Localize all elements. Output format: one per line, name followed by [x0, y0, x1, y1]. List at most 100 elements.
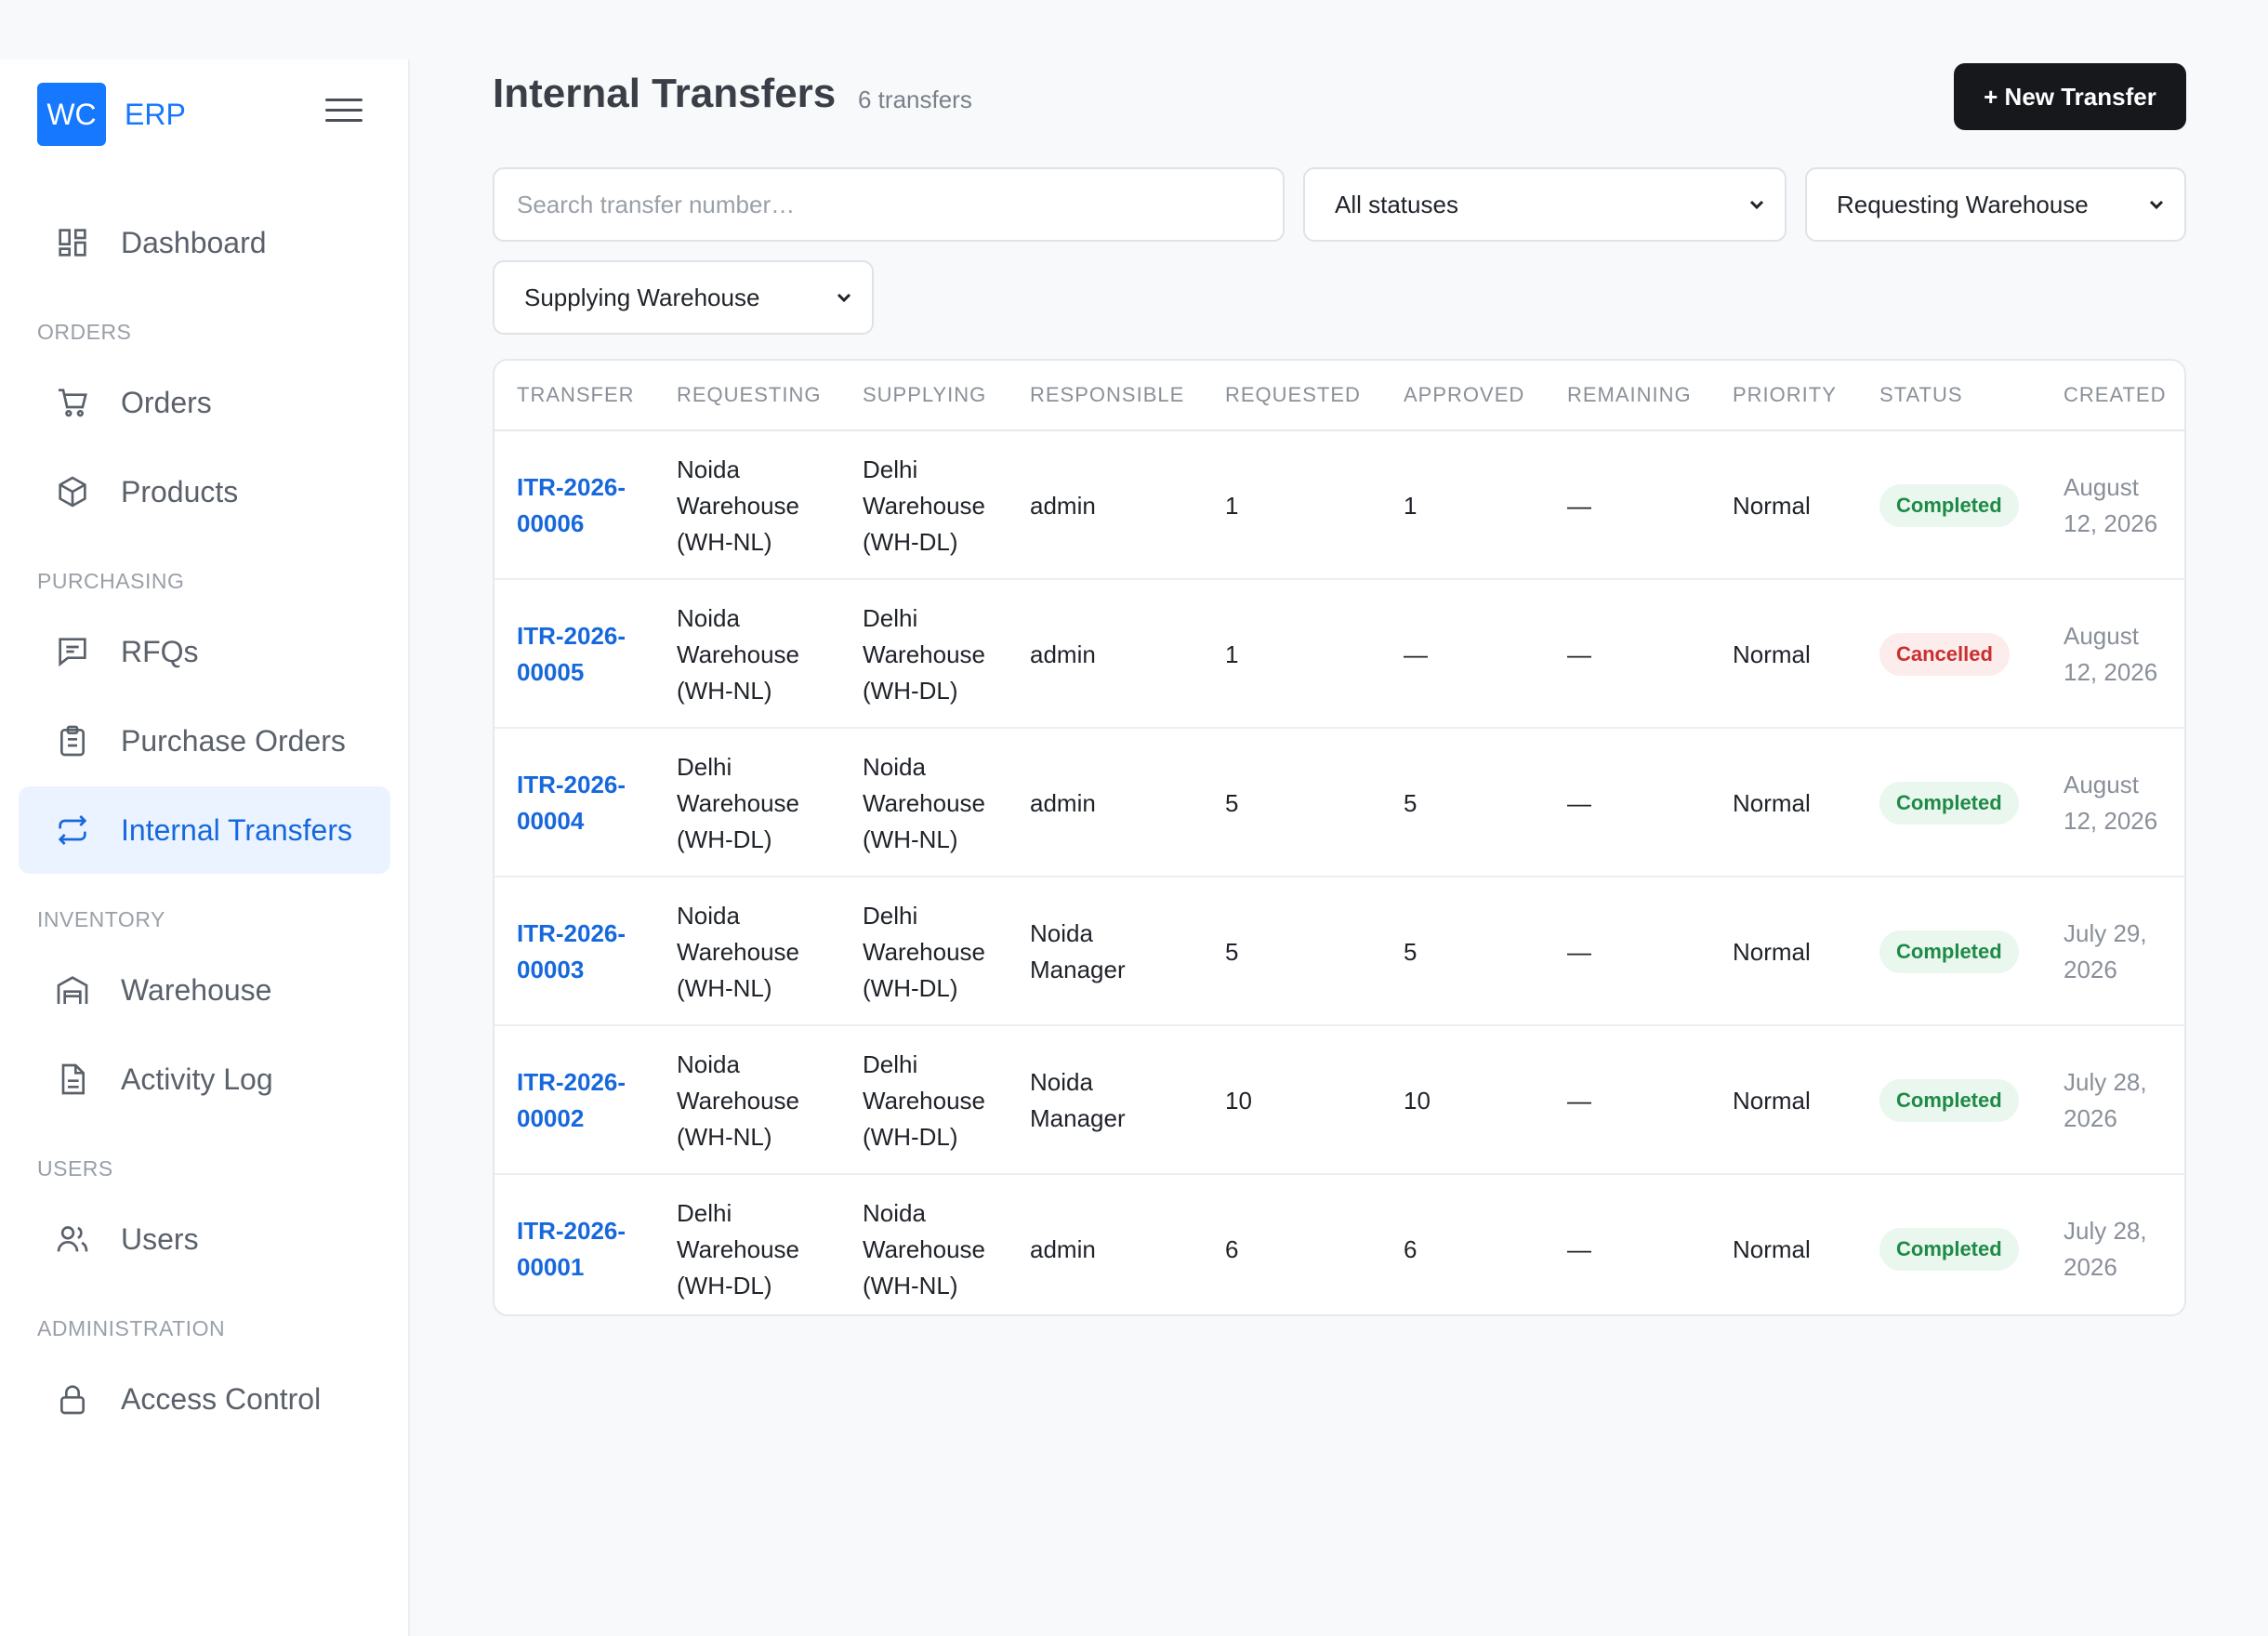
brand-logo: WC [37, 83, 106, 146]
sidebar-item-warehouse[interactable]: Warehouse [19, 946, 390, 1034]
transfer-number-link[interactable]: ITR-2026- 00003 [517, 916, 626, 988]
menu-toggle-icon[interactable] [325, 99, 363, 128]
sidebar-item-activity-log[interactable]: Activity Log [19, 1036, 390, 1123]
priority-line: Normal [1733, 937, 1811, 966]
table-row[interactable]: ITR-2026- 00003 Noida Warehouse (WH-NL) Delhi… [494, 877, 2184, 1026]
sidebar-item-orders[interactable]: Orders [19, 359, 390, 446]
column-header[interactable]: REMAINING [1567, 383, 1692, 406]
table-row[interactable]: ITR-2026- 00006 Noida Warehouse (WH-NL) Delhi… [494, 431, 2184, 580]
search-placeholder: Search transfer number… [517, 190, 796, 218]
users-icon [54, 1220, 91, 1258]
requesting-warehouse-line: Delhi [677, 752, 732, 781]
responsible-line: admin [1030, 491, 1096, 520]
transfer-number-link[interactable]: ITR-2026- 00006 [517, 469, 626, 542]
priority-line: Normal [1733, 640, 1811, 668]
sidebar-item-label: RFQs [121, 634, 199, 668]
sidebar-item-users[interactable]: Users [19, 1195, 390, 1283]
remaining-qty-line: — [1567, 640, 1591, 668]
sidebar-item-products[interactable]: Products [19, 448, 390, 535]
created-date-line: 2026 [2064, 1253, 2117, 1281]
table-row[interactable]: ITR-2026- 00004 Delhi Warehouse (WH-DL) Noida… [494, 729, 2184, 877]
approved-qty-line: 5 [1404, 788, 1418, 817]
document-icon [54, 1061, 91, 1098]
requested-qty-line: 1 [1225, 640, 1239, 668]
responsible-line: Manager [1030, 1104, 1126, 1132]
transfer-number-link[interactable]: ITR-2026- 00005 [517, 618, 626, 691]
column-header[interactable]: REQUESTING [677, 383, 822, 406]
sidebar-item-internal-transfers[interactable]: Internal Transfers [19, 786, 390, 874]
transfer-number-link-line: ITR-2026- [517, 919, 626, 947]
approved-qty-line: 5 [1404, 937, 1418, 966]
approved-qty: 6 [1404, 1232, 1417, 1268]
column-header[interactable]: SUPPLYING [863, 383, 987, 406]
table-row[interactable]: ITR-2026- 00001 Delhi Warehouse (WH-DL) Noida… [494, 1175, 2184, 1314]
requesting-warehouse-line: Warehouse [677, 788, 799, 817]
created-date-line: July 28, [2064, 1068, 2147, 1096]
transfer-icon [54, 811, 91, 849]
requesting-select-value: Requesting Warehouse [1837, 190, 2089, 218]
priority: Normal [1733, 1232, 1811, 1268]
supplying-warehouse: Delhi Warehouse (WH-DL) [863, 1047, 985, 1155]
sidebar-item-dashboard[interactable]: Dashboard [19, 199, 390, 286]
dashboard-icon [54, 224, 91, 261]
transfer-number-link-line: ITR-2026- [517, 771, 626, 798]
column-header[interactable]: STATUS [1879, 383, 1963, 406]
search-input[interactable]: Search transfer number… [493, 167, 1285, 242]
table-row[interactable]: ITR-2026- 00005 Noida Warehouse (WH-NL) Delhi… [494, 580, 2184, 729]
page-title: Internal Transfers [493, 71, 837, 116]
requesting-warehouse-line: Warehouse [677, 1234, 799, 1263]
responsible: admin [1030, 1232, 1096, 1268]
sidebar-item-purchase-orders[interactable]: Purchase Orders [19, 697, 390, 785]
supplying-warehouse-line: Delhi [863, 901, 918, 930]
status-select[interactable]: All statuses [1303, 167, 1787, 242]
created-date-line: 12, 2026 [2064, 658, 2158, 686]
transfer-number-link-line: ITR-2026- [517, 1068, 626, 1096]
requested-qty: 6 [1225, 1232, 1238, 1268]
supplying-warehouse: Noida Warehouse (WH-NL) [863, 1195, 985, 1304]
column-header[interactable]: CREATED [2064, 383, 2167, 406]
sidebar-item-rfqs[interactable]: RFQs [19, 608, 390, 695]
requesting-warehouse-line: Noida [677, 603, 740, 632]
remaining-qty: — [1567, 785, 1591, 822]
supplying-warehouse-line: (WH-DL) [863, 676, 958, 705]
supplying-warehouse-line: (WH-NL) [863, 1271, 958, 1300]
requested-qty-line: 1 [1225, 491, 1239, 520]
created-date-line: 12, 2026 [2064, 509, 2158, 537]
box-icon [54, 473, 91, 510]
supplying-warehouse-line: Warehouse [863, 937, 985, 966]
created-date-line: 2026 [2064, 1104, 2117, 1132]
column-header[interactable]: PRIORITY [1733, 383, 1837, 406]
responsible-line: Manager [1030, 956, 1126, 983]
transfer-number-link-line: ITR-2026- [517, 622, 626, 650]
created-date-line: August [2064, 622, 2139, 650]
approved-qty-line: 6 [1404, 1234, 1418, 1263]
transfer-number-link-line: 00002 [517, 1104, 585, 1132]
priority: Normal [1733, 785, 1811, 822]
sidebar-item-label: Activity Log [121, 1062, 273, 1096]
responsible-line: Noida [1030, 1068, 1093, 1096]
transfer-number-link[interactable]: ITR-2026- 00002 [517, 1064, 626, 1137]
column-header[interactable]: REQUESTED [1225, 383, 1361, 406]
transfer-number-link[interactable]: ITR-2026- 00001 [517, 1213, 626, 1286]
sidebar-item-label: Orders [121, 385, 212, 419]
requesting-warehouse-line: (WH-DL) [677, 1271, 772, 1300]
column-header[interactable]: RESPONSIBLE [1030, 383, 1185, 406]
remaining-qty-line: — [1567, 1086, 1591, 1115]
column-header[interactable]: TRANSFER [517, 383, 635, 406]
column-header[interactable]: APPROVED [1404, 383, 1525, 406]
responsible: admin [1030, 637, 1096, 673]
supplying-warehouse-line: Warehouse [863, 1086, 985, 1115]
supplying-warehouse-select[interactable]: Supplying Warehouse [493, 260, 874, 335]
approved-qty-line: — [1404, 640, 1428, 668]
supplying-warehouse-line: Delhi [863, 1049, 918, 1078]
requested-qty-line: 5 [1225, 788, 1239, 817]
transfer-number-link[interactable]: ITR-2026- 00004 [517, 767, 626, 839]
table-row[interactable]: ITR-2026- 00002 Noida Warehouse (WH-NL) Delhi… [494, 1026, 2184, 1175]
requesting-warehouse-select[interactable]: Requesting Warehouse [1805, 167, 2186, 242]
sidebar-item-access-control[interactable]: Access Control [19, 1355, 390, 1443]
created-date: August 12, 2026 [2064, 618, 2157, 691]
section-label-inventory: INVENTORY [37, 907, 165, 931]
brand[interactable]: WC ERP [37, 82, 186, 147]
created-date: July 28, 2026 [2064, 1064, 2147, 1137]
new-transfer-button[interactable]: + New Transfer [1954, 63, 2186, 130]
